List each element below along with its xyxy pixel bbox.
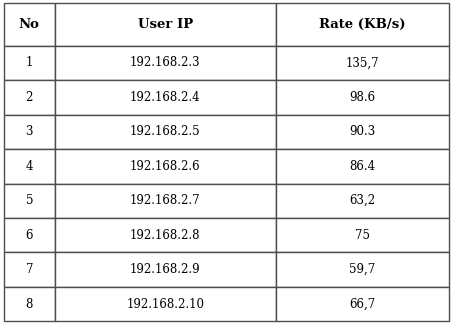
Text: Rate (KB/s): Rate (KB/s) bbox=[319, 17, 406, 30]
Bar bbox=[55, 287, 275, 321]
Bar bbox=[275, 218, 449, 252]
Text: 6: 6 bbox=[25, 229, 33, 242]
Bar bbox=[4, 218, 55, 252]
Text: 192.168.2.4: 192.168.2.4 bbox=[130, 91, 201, 104]
Bar bbox=[4, 252, 55, 287]
Text: 59,7: 59,7 bbox=[349, 263, 376, 276]
Text: 192.168.2.3: 192.168.2.3 bbox=[130, 56, 201, 69]
Text: 192.168.2.10: 192.168.2.10 bbox=[126, 298, 204, 311]
Text: 5: 5 bbox=[25, 194, 33, 207]
Bar bbox=[55, 46, 275, 80]
Text: 98.6: 98.6 bbox=[349, 91, 376, 104]
Text: 66,7: 66,7 bbox=[349, 298, 376, 311]
Bar bbox=[275, 115, 449, 149]
Bar bbox=[4, 149, 55, 183]
Text: 192.168.2.7: 192.168.2.7 bbox=[130, 194, 201, 207]
Bar bbox=[275, 252, 449, 287]
Text: 63,2: 63,2 bbox=[349, 194, 376, 207]
Bar bbox=[55, 80, 275, 115]
Text: 4: 4 bbox=[25, 160, 33, 173]
Bar bbox=[4, 46, 55, 80]
Bar bbox=[55, 115, 275, 149]
Text: 192.168.2.5: 192.168.2.5 bbox=[130, 125, 201, 138]
Bar bbox=[55, 149, 275, 183]
Text: 192.168.2.9: 192.168.2.9 bbox=[130, 263, 201, 276]
Text: 3: 3 bbox=[25, 125, 33, 138]
Bar bbox=[275, 287, 449, 321]
Bar bbox=[55, 252, 275, 287]
Bar bbox=[4, 80, 55, 115]
Bar bbox=[4, 287, 55, 321]
Text: 75: 75 bbox=[355, 229, 370, 242]
Text: 192.168.2.8: 192.168.2.8 bbox=[130, 229, 201, 242]
Text: 1: 1 bbox=[25, 56, 33, 69]
Bar bbox=[55, 218, 275, 252]
Text: 7: 7 bbox=[25, 263, 33, 276]
Text: 90.3: 90.3 bbox=[349, 125, 376, 138]
Bar bbox=[55, 183, 275, 218]
Text: 86.4: 86.4 bbox=[349, 160, 376, 173]
Bar bbox=[275, 183, 449, 218]
Bar bbox=[275, 149, 449, 183]
Text: 135,7: 135,7 bbox=[346, 56, 379, 69]
Text: No: No bbox=[19, 17, 40, 30]
Bar bbox=[275, 3, 449, 46]
Text: User IP: User IP bbox=[138, 17, 193, 30]
Bar bbox=[275, 46, 449, 80]
Bar bbox=[275, 80, 449, 115]
Text: 2: 2 bbox=[25, 91, 33, 104]
Text: 192.168.2.6: 192.168.2.6 bbox=[130, 160, 201, 173]
Bar bbox=[4, 183, 55, 218]
Bar bbox=[4, 115, 55, 149]
Bar bbox=[4, 3, 55, 46]
Bar bbox=[55, 3, 275, 46]
Text: 8: 8 bbox=[25, 298, 33, 311]
